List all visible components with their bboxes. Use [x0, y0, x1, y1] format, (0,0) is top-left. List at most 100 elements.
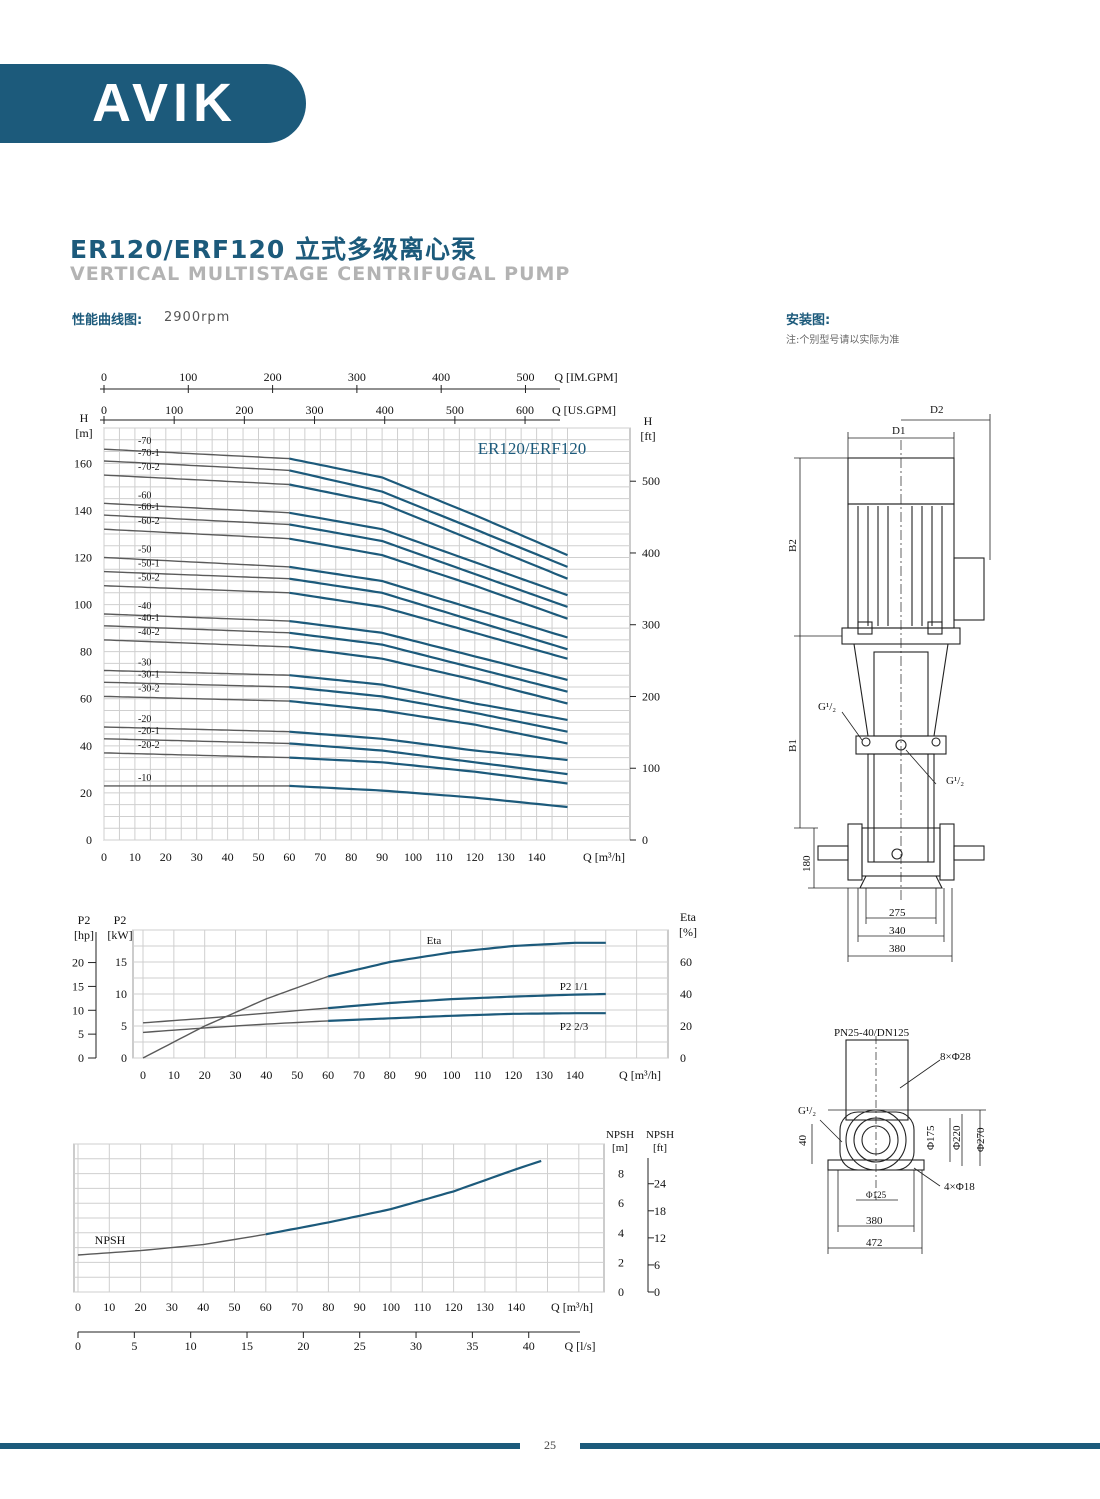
- head-yr-tick: 0: [642, 833, 648, 847]
- eta-label: Eta: [427, 935, 442, 947]
- eta-curve-high: [327, 941, 606, 978]
- npsh-x-tick: 40: [197, 1300, 209, 1314]
- npsh-ft-tick: 6: [654, 1258, 660, 1272]
- head-series-label: -30-1: [138, 669, 160, 680]
- npsh-ls-label: Q [l/s]: [565, 1339, 596, 1353]
- top-us-tick: 0: [101, 403, 107, 417]
- head-series-label: -40: [138, 601, 151, 612]
- top-im-tick: 500: [516, 370, 534, 384]
- p2-full-curve-low: [142, 1007, 329, 1024]
- power-x-tick: 140: [566, 1068, 584, 1082]
- head-y-tick: 20: [80, 786, 92, 800]
- power-x-tick: 110: [474, 1068, 492, 1082]
- head-x-tick: 80: [345, 850, 357, 864]
- head-curve-40-2-high: [289, 645, 568, 705]
- top-us-tick: 400: [376, 403, 394, 417]
- head-y-tick: 100: [74, 598, 92, 612]
- top-view-base: [839, 1111, 915, 1171]
- dim-anchor: 4×Φ18: [944, 1181, 975, 1193]
- power-x-tick: 70: [353, 1068, 365, 1082]
- head-y-tick: 120: [74, 550, 92, 564]
- p2-full-label: P2 1/1: [560, 981, 588, 993]
- head-curve-30-high: [289, 674, 568, 721]
- head-x-tick: 40: [222, 850, 234, 864]
- head-series-label: -60-2: [138, 516, 160, 527]
- head-series-label: -20: [138, 714, 151, 725]
- power-x-tick: 50: [291, 1068, 303, 1082]
- dim-d270: Φ270: [975, 1127, 987, 1152]
- installation-note: 注:个别型号请以实际为准: [786, 335, 900, 346]
- head-curve-60-2-low: [103, 528, 290, 540]
- npsh-x-tick: 10: [103, 1300, 115, 1314]
- dim-d125: Φ125: [866, 1190, 887, 1200]
- npsh-ft-tick: 18: [654, 1204, 666, 1218]
- dim-380: 380: [889, 943, 906, 955]
- head-series-label: -40-1: [138, 613, 160, 624]
- top-us-tick: 100: [165, 403, 183, 417]
- installation-label: 安装图:: [786, 313, 831, 328]
- npsh-ls-tick: 30: [410, 1339, 422, 1353]
- head-curve-60-1-high: [289, 523, 568, 608]
- head-y-tick: 140: [74, 503, 92, 517]
- power-x-tick: 130: [535, 1068, 553, 1082]
- npsh-ls-tick: 5: [131, 1339, 137, 1353]
- head-x-tick: 140: [528, 850, 546, 864]
- head-yr-tick: 200: [642, 689, 660, 703]
- power-hp-tick: 5: [78, 1027, 84, 1041]
- dim-d220: Φ220: [951, 1125, 963, 1150]
- power-eta-tick: 0: [680, 1051, 686, 1065]
- power-eta-tick: 40: [680, 987, 692, 1001]
- head-curve-20-2-high: [289, 756, 568, 785]
- head-series-label: -50: [138, 544, 151, 555]
- footer-bar-left: [0, 1443, 520, 1449]
- motor-fins: [857, 506, 943, 626]
- npsh-ft-tick: 0: [654, 1285, 660, 1299]
- page-number: 25: [544, 1438, 556, 1452]
- dim-340: 340: [889, 925, 906, 937]
- top-us-tick: 200: [235, 403, 253, 417]
- npsh-m-tick: 4: [618, 1226, 624, 1240]
- head-curve-20-2-low: [103, 752, 290, 759]
- dim-b1: B1: [787, 739, 799, 752]
- head-x-tick: 0: [101, 850, 107, 864]
- top-us-tick: 300: [306, 403, 324, 417]
- head-series-label: -70-2: [138, 462, 160, 473]
- head-curve-60-low: [103, 502, 290, 514]
- npsh-x-tick: 90: [354, 1300, 366, 1314]
- dim-holes: 8×Φ28: [940, 1051, 971, 1063]
- logo-banner: [0, 64, 306, 143]
- power-x-label: Q [m³/h]: [619, 1068, 661, 1082]
- performance-label: 性能曲线图:: [72, 313, 143, 328]
- power-kw-tick: 0: [121, 1051, 127, 1065]
- npsh-x-tick: 30: [166, 1300, 178, 1314]
- npsh-ylabel-ft: NPSH: [646, 1129, 674, 1141]
- top-view-pipe: [845, 1039, 909, 1121]
- power-x-tick: 10: [168, 1068, 180, 1082]
- head-x-label: Q [m³/h]: [583, 850, 625, 864]
- head-series-label: -10: [138, 773, 151, 784]
- head-curve-20-high: [289, 730, 568, 762]
- head-y-tick: 80: [80, 645, 92, 659]
- head-curve-50-high: [289, 565, 568, 639]
- head-x-tick: 30: [191, 850, 203, 864]
- npsh-ls-tick: 15: [241, 1339, 253, 1353]
- head-series-label: -20-1: [138, 726, 160, 737]
- npsh-ls-tick: 20: [297, 1339, 309, 1353]
- dim-472: 472: [866, 1237, 883, 1249]
- npsh-x-tick: 60: [260, 1300, 272, 1314]
- npsh-ft-tick: 12: [654, 1231, 666, 1245]
- power-ylabel-kw: P2: [114, 913, 127, 927]
- power-eta-tick: 20: [680, 1019, 692, 1033]
- head-ylabel-h: H: [80, 411, 89, 425]
- dim-40: 40: [797, 1135, 809, 1147]
- npsh-ylabel-m: NPSH: [606, 1129, 634, 1141]
- npsh-curve-high: [265, 1159, 542, 1236]
- top-im-tick: 100: [179, 370, 197, 384]
- head-x-tick: 70: [314, 850, 326, 864]
- top-im-tick: 200: [264, 370, 282, 384]
- head-curve-20-1-low: [103, 738, 290, 745]
- head-x-tick: 50: [253, 850, 265, 864]
- npsh-ls-tick: 35: [466, 1339, 478, 1353]
